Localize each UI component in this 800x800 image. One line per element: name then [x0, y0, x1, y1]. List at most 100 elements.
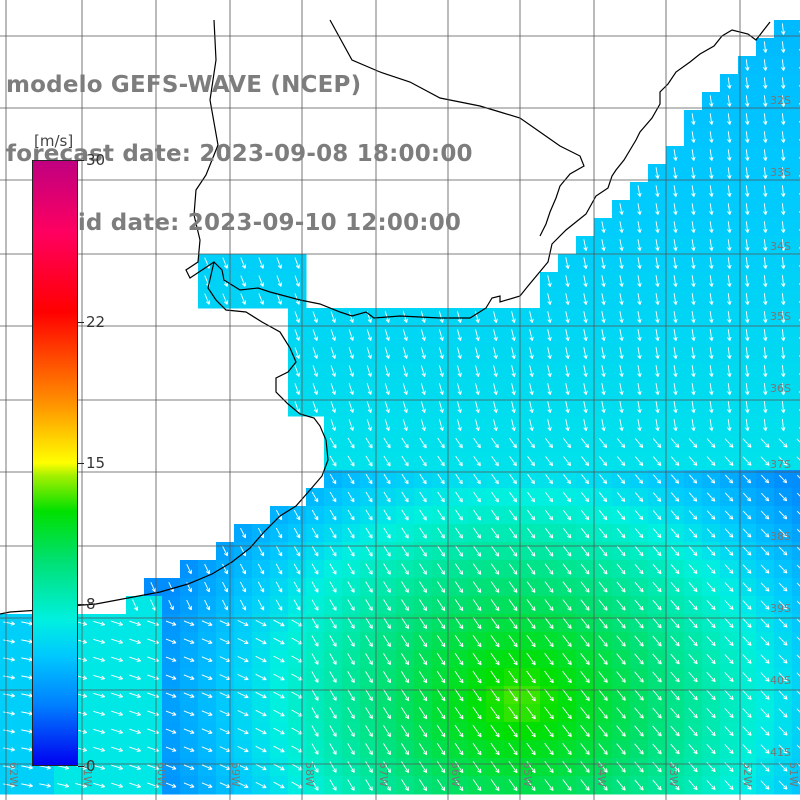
wind-arrow [706, 582, 716, 592]
wind-arrow [724, 474, 734, 484]
wind-arrow [529, 347, 534, 360]
wind-arrow [580, 456, 590, 467]
wind-arrow [493, 383, 498, 396]
wind-arrow [436, 670, 446, 684]
wind-arrow [619, 257, 624, 269]
wind-arrow [781, 311, 786, 324]
wind-arrow [598, 689, 608, 701]
wind-arrow [400, 706, 410, 720]
wind-arrow [745, 383, 750, 396]
wind-arrow [419, 437, 427, 449]
wind-arrow [616, 474, 626, 484]
wind-arrow [347, 455, 355, 467]
wind-arrow [436, 724, 446, 738]
wind-arrow [760, 438, 770, 448]
wind-arrow [544, 761, 554, 774]
wind-arrow [706, 725, 716, 737]
wind-arrow [745, 149, 750, 161]
wind-arrow [673, 293, 678, 306]
wind-arrow [742, 456, 752, 466]
wind-arrow [634, 599, 644, 611]
wind-arrow [383, 455, 391, 467]
wind-arrow [183, 782, 195, 788]
wind-arrow [472, 706, 482, 720]
wind-arrow [401, 743, 410, 756]
wind-arrow [745, 203, 750, 215]
wind-arrow [347, 527, 355, 539]
wind-arrow [255, 727, 267, 735]
wind-arrow [475, 365, 480, 377]
wind-arrow [652, 545, 662, 557]
wind-arrow [616, 510, 626, 521]
wind-arrow [330, 329, 336, 341]
wind-arrow [347, 725, 355, 737]
wind-arrow [418, 688, 428, 702]
wind-arrow [688, 689, 698, 701]
wind-cell [792, 596, 800, 615]
wind-arrow [781, 77, 786, 89]
wind-arrow [401, 581, 409, 593]
wind-arrow [796, 690, 800, 695]
wind-arrow [760, 582, 770, 592]
wind-arrow [616, 527, 626, 539]
wind-arrow [742, 672, 752, 682]
wind-arrow [255, 655, 267, 663]
wind-arrow [601, 401, 606, 414]
wind-arrow [257, 563, 265, 575]
wind-arrow [544, 491, 554, 503]
wind-arrow [490, 527, 500, 539]
wind-arrow [183, 674, 195, 680]
wind-arrow [652, 456, 662, 466]
wind-arrow [634, 545, 644, 557]
wind-cell [792, 236, 800, 255]
wind-arrow [418, 635, 428, 648]
wind-arrow [637, 203, 642, 215]
wind-arrow [562, 581, 572, 593]
wind-arrow [760, 636, 770, 646]
wind-arrow [547, 347, 552, 360]
wind-arrow [544, 670, 554, 684]
wind-arrow [670, 725, 680, 737]
wind-arrow [781, 365, 786, 378]
wind-arrow [472, 563, 482, 575]
wind-arrow [673, 275, 678, 288]
wind-arrow [437, 491, 445, 503]
wind-arrow [526, 779, 536, 791]
wind-arrow [601, 419, 606, 432]
wind-arrow [598, 617, 608, 629]
wind-arrow [438, 347, 444, 359]
wind-arrow [547, 419, 552, 432]
wind-arrow [598, 599, 608, 611]
wind-arrow [655, 275, 660, 288]
wind-arrow [201, 728, 213, 734]
wind-arrow [616, 492, 626, 503]
wind-arrow [688, 474, 698, 484]
wind-arrow [778, 456, 788, 466]
wind-arrow [634, 492, 644, 502]
wind-arrow [709, 311, 714, 324]
wind-arrow [312, 365, 318, 377]
lat-label: 41S [770, 746, 791, 759]
wind-arrow [634, 510, 644, 521]
wind-arrow [239, 599, 247, 611]
wind-arrow [727, 113, 732, 125]
wind-cell [792, 182, 800, 201]
wind-arrow [706, 636, 716, 647]
wind-arrow [562, 688, 572, 702]
wind-arrow [418, 706, 428, 720]
wind-arrow [691, 113, 696, 125]
wind-arrow [183, 620, 195, 626]
wind-arrow [670, 438, 680, 448]
wind-arrow [778, 600, 788, 610]
wind-arrow [491, 509, 500, 521]
wind-arrow [763, 383, 768, 396]
wind-arrow [508, 617, 518, 630]
wind-arrow [384, 383, 390, 395]
wind-arrow [526, 652, 536, 666]
wind-arrow [562, 509, 572, 521]
wind-arrow [330, 365, 336, 377]
wind-arrow [490, 670, 500, 684]
wind-arrow [365, 689, 373, 702]
wind-cell [792, 740, 800, 759]
wind-arrow [760, 708, 770, 718]
